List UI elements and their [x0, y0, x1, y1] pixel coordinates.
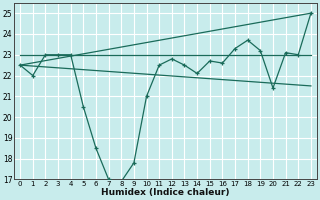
X-axis label: Humidex (Indice chaleur): Humidex (Indice chaleur) [101, 188, 230, 197]
